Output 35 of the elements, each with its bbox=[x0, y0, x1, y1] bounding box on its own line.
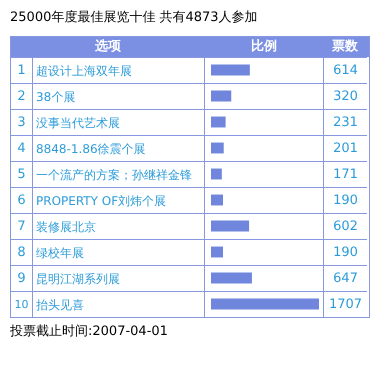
y-tick-label: 没事当代艺术展 bbox=[33, 110, 205, 135]
text: 投票截止时间:2007-04-01 bbox=[10, 323, 169, 340]
text: 4 bbox=[11, 136, 33, 161]
data-label: 1707 bbox=[324, 291, 367, 317]
text: 8 bbox=[11, 240, 33, 265]
text: 选项 bbox=[94, 38, 122, 56]
y-tick-label: 一个流产的方案；孙继祥金锋 bbox=[33, 162, 205, 187]
text: 7 bbox=[11, 214, 33, 239]
data-label: 231 bbox=[324, 109, 367, 135]
text: 9 bbox=[11, 266, 33, 291]
text: 1 bbox=[11, 58, 33, 83]
data-label: 320 bbox=[324, 83, 367, 109]
y-tick-label: 8848-1.86徐震个展 bbox=[33, 136, 205, 161]
data-label: 190 bbox=[324, 239, 367, 265]
text: 10 bbox=[11, 292, 33, 317]
y-tick-label: 抬头见喜 bbox=[33, 292, 205, 317]
y-tick-label: 装修展北京 bbox=[33, 214, 205, 239]
data-label: 190 bbox=[324, 187, 367, 213]
text: 6 bbox=[11, 188, 33, 213]
data-label: 201 bbox=[324, 135, 367, 161]
y-tick-label: PROPERTY OF刘炜个展 bbox=[33, 188, 205, 213]
text: 3 bbox=[11, 110, 33, 135]
data-label: 602 bbox=[324, 213, 367, 239]
data-label: 614 bbox=[324, 57, 367, 83]
y-tick-label: 昆明江湖系列展 bbox=[33, 266, 205, 291]
data-label: 647 bbox=[324, 265, 367, 291]
data-label: 171 bbox=[324, 161, 367, 187]
chart-title: 25000年度最佳展览十佳 共有4873人参加 bbox=[10, 9, 259, 26]
text: 2 bbox=[11, 84, 33, 109]
y-tick-label: 38个展 bbox=[33, 84, 205, 109]
y-tick-label: 超设计上海双年展 bbox=[33, 58, 205, 83]
y-tick-label: 绿校年展 bbox=[33, 240, 205, 265]
text: 票数 bbox=[331, 38, 359, 56]
text: 比例 bbox=[250, 38, 278, 56]
text: 5 bbox=[11, 162, 33, 187]
